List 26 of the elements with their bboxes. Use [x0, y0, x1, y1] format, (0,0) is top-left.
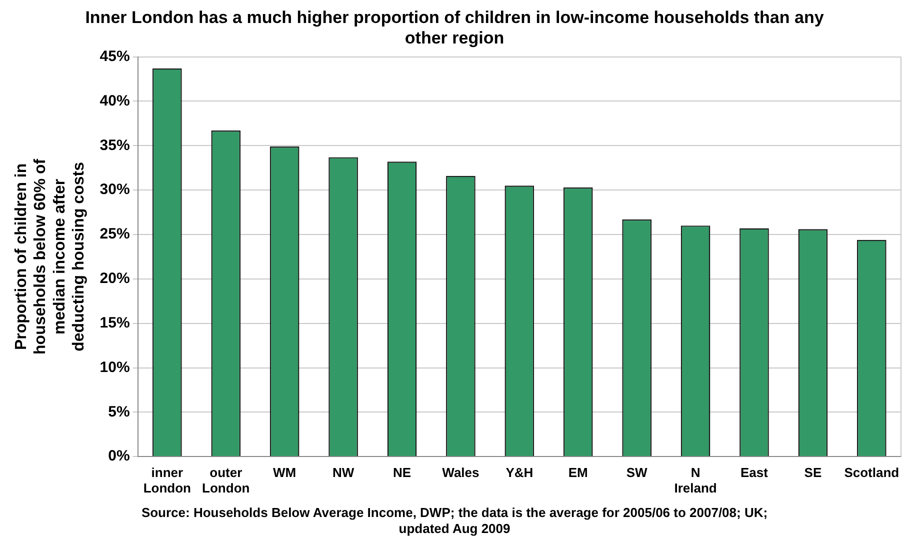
- y-tick-label: 5%: [108, 403, 130, 420]
- x-tick-label: Y&H: [506, 464, 534, 480]
- x-tick-label: Scotland: [844, 464, 900, 480]
- y-tick-label: 10%: [100, 358, 130, 376]
- y-tick-label: 35%: [100, 136, 130, 154]
- x-tick-label: inner London: [143, 464, 192, 496]
- y-tick-label: 15%: [100, 314, 130, 332]
- x-tick-label: SE: [804, 464, 822, 480]
- y-tick-label: 30%: [100, 181, 130, 198]
- x-tick-label: N Ireland: [674, 464, 717, 496]
- y-tick-label: 25%: [100, 226, 130, 243]
- y-tick-label: 0%: [108, 448, 130, 465]
- x-tick-label: Wales: [442, 464, 480, 480]
- y-tick-label: 20%: [100, 270, 130, 288]
- x-tick-label: NE: [392, 464, 412, 480]
- chart-title: Inner London has a much higher proportion of children in low-income households than any other region: [85, 8, 824, 48]
- x-tick-label: WM: [273, 464, 296, 480]
- y-tick-label: 45%: [100, 48, 130, 65]
- source-note: Source: Households Below Average Income, DWP; the data is the average for 2005/06 to 2007/08; UK; updated Aug 2009: [141, 505, 768, 536]
- x-tick-label: NW: [332, 464, 355, 480]
- x-tick-label: EM: [568, 464, 588, 480]
- x-tick-label: SW: [626, 464, 648, 480]
- x-tick-label: East: [740, 464, 769, 480]
- x-tick-label: outer London: [202, 464, 250, 496]
- y-axis-title: Proportion of children in households below 60% of median income after deducting housing costs: [13, 158, 88, 354]
- y-tick-label: 40%: [100, 92, 130, 110]
